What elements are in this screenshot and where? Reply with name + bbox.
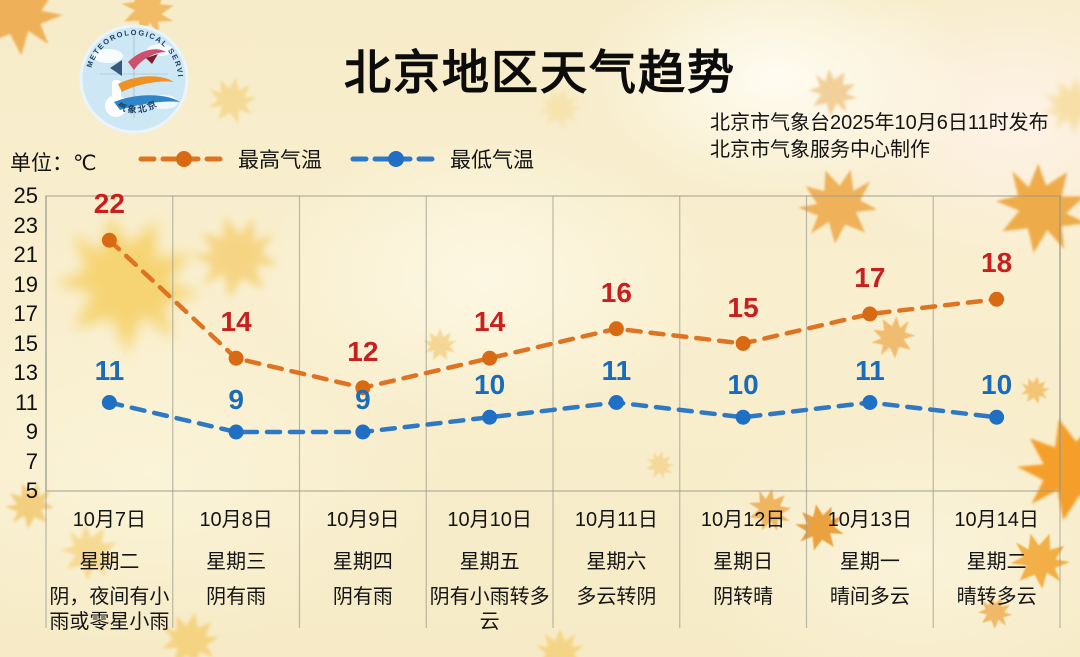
day-column: 10月13日 星期一晴间多云 — [807, 495, 934, 635]
day-column: 10月12日 星期日阴转晴 — [680, 495, 807, 635]
day-column: 10月7日星期二阴，夜间有小雨或零星小雨 — [46, 495, 173, 635]
max-temp-value-label: 17 — [854, 262, 886, 293]
max-temp-point — [355, 380, 371, 396]
date-label: 10月8日 — [199, 509, 273, 531]
day-column: 10月11日 星期六多云转阴 — [553, 495, 680, 635]
max-temp-point — [735, 336, 751, 351]
legend-item-max-temp: 最高气温 — [138, 144, 322, 174]
issuer-info: 北京市气象台2025年10月6日11时发布 北京市气象服务中心制作 — [710, 110, 1049, 164]
weekday-label: 星期一 — [839, 551, 900, 573]
max-temp-value-label: 14 — [220, 306, 252, 338]
max-temp-line — [107, 238, 999, 391]
min-temp-line — [107, 400, 999, 435]
weekday-label: 星期日 — [713, 551, 774, 573]
date-label: 10月7日 — [72, 509, 147, 531]
max-temp-point — [482, 350, 498, 366]
weather-description: 阴有雨 — [206, 586, 267, 608]
weather-description: 阴转晴 — [713, 586, 774, 608]
y-axis-tick-label: 21 — [13, 242, 38, 267]
min-temp-value-label: 10 — [474, 369, 506, 401]
min-temp-value-label: 11 — [94, 354, 125, 386]
unit-label: 单位：℃ — [10, 152, 97, 175]
y-axis-tick-label: 17 — [13, 301, 38, 326]
min-temp-value-label: 11 — [601, 354, 632, 386]
weather-description: 晴转多云 — [956, 586, 1037, 608]
max-temp-value-label: 22 — [93, 188, 125, 220]
min-temp-point — [862, 395, 878, 410]
day-column: 10月8日星期三阴有雨 — [173, 495, 300, 635]
issuer-line-2: 北京市气象服务中心制作 — [710, 139, 930, 161]
weekday-label: 星期四 — [332, 551, 393, 573]
max-temp-point — [101, 232, 117, 248]
min-temp-value-label: 9 — [355, 384, 371, 415]
min-temp-point — [989, 409, 1005, 425]
max-temp-point — [862, 306, 878, 322]
min-temp-line-sample-icon — [350, 151, 442, 167]
weather-description: 多云转阴 — [576, 586, 657, 608]
weekday-label: 星期三 — [206, 551, 267, 573]
min-temp-point — [228, 424, 244, 440]
min-temp-value-label: 10 — [727, 369, 759, 401]
min-temp-point — [482, 409, 498, 425]
page-title: 北京地区天气趋势 — [344, 46, 736, 99]
min-temp-value-label: 10 — [981, 369, 1013, 401]
weather-description: 晴间多云 — [829, 586, 910, 608]
y-axis-tick-label: 7 — [25, 448, 38, 474]
legend-item-min-temp: 最低气温 — [350, 144, 534, 174]
max-temp-line-sample-icon — [138, 151, 230, 167]
date-label: 10月9日 — [326, 509, 400, 531]
date-label: 10月10日 — [447, 509, 532, 531]
y-axis-tick-label: 15 — [13, 330, 38, 356]
legend-label-max-temp: 最高气温 — [238, 149, 322, 172]
min-temp-point — [735, 409, 751, 425]
chart-legend: 最高气温 最低气温 — [138, 144, 534, 174]
weather-description: 阴有小雨转多云 — [429, 586, 550, 633]
weekday-label: 星期二 — [966, 551, 1027, 573]
date-label: 10月13日 — [827, 509, 913, 531]
weekday-label: 星期六 — [586, 551, 647, 573]
y-axis-tick-label: 13 — [13, 360, 38, 385]
weekday-label: 星期五 — [459, 551, 520, 573]
y-axis-tick-label: 5 — [25, 478, 38, 503]
y-axis-tick-label: 11 — [15, 389, 38, 415]
min-temp-value-label: 9 — [228, 384, 244, 415]
min-temp-point — [355, 424, 371, 440]
min-temp-point — [101, 395, 117, 410]
day-column: 10月10日 星期五阴有小雨转多云 — [426, 495, 553, 635]
max-temp-point — [228, 350, 244, 366]
max-temp-point — [608, 321, 624, 337]
day-column: 10月14日 星期二晴转多云 — [933, 495, 1060, 635]
y-axis-tick-label: 25 — [13, 183, 38, 208]
legend-label-min-temp: 最低气温 — [450, 149, 534, 172]
weather-description: 阴，夜间有小雨或零星小雨 — [49, 586, 170, 633]
weekday-label: 星期二 — [79, 551, 140, 573]
y-axis-tick-label: 23 — [13, 212, 38, 238]
date-label: 10月11日 — [574, 509, 658, 531]
date-label: 10月14日 — [954, 509, 1039, 531]
max-temp-value-label: 16 — [600, 276, 632, 308]
max-temp-point — [989, 291, 1005, 307]
max-temp-value-label: 14 — [474, 306, 506, 338]
min-temp-point — [608, 395, 624, 410]
date-label: 10月12日 — [700, 509, 786, 531]
min-temp-value-label: 11 — [855, 354, 885, 386]
y-axis-tick-label: 9 — [25, 419, 38, 444]
max-temp-value-label: 12 — [347, 335, 379, 367]
max-temp-value-label: 15 — [727, 291, 759, 323]
weather-description: 阴有雨 — [332, 586, 393, 608]
issuer-line-1: 北京市气象台2025年10月6日11时发布 — [710, 112, 1049, 134]
y-axis-tick-label: 19 — [13, 271, 38, 297]
max-temp-value-label: 18 — [981, 247, 1013, 279]
beijing-meteorological-logo: METEOROLOGICAL SERVICE 气象北京 — [76, 22, 189, 134]
day-column: 10月9日星期四阴有雨 — [300, 495, 427, 635]
